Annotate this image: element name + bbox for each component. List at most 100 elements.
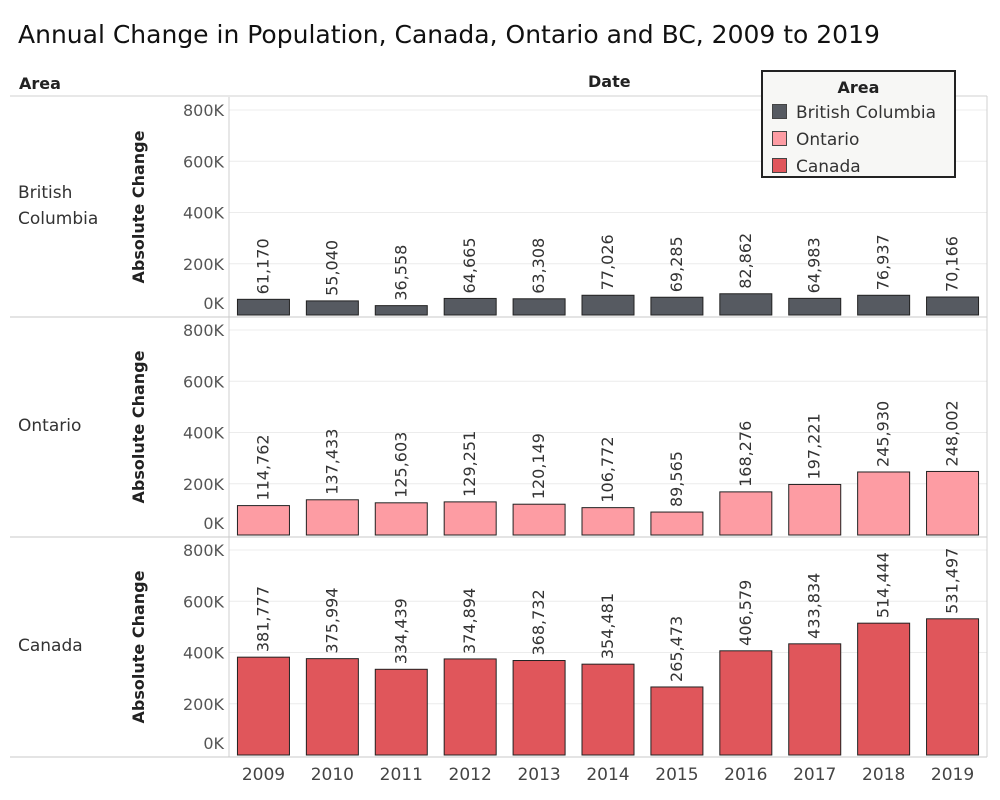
bar-british-columbia-2014 [581,294,635,316]
y-tick-label: 200K [183,695,225,714]
bar-ontario-2010 [305,499,359,536]
bar-canada-2014 [581,663,635,756]
bar-canada-2015 [650,686,704,756]
bar-ontario-2017 [788,483,842,536]
data-label: 433,834 [805,573,824,639]
area-header: Area [19,74,61,93]
data-label: 129,251 [460,431,479,497]
data-label: 70,166 [943,236,962,292]
legend-swatch [772,158,787,173]
bar-ontario-2015 [650,511,704,536]
bar-canada-2017 [788,643,842,756]
data-label: 368,732 [529,589,548,655]
data-label: 334,439 [391,598,410,664]
y-tick-label: 400K [183,424,225,443]
data-label: 197,221 [805,413,824,479]
bar-british-columbia-2017 [788,297,842,316]
legend-swatch [772,131,787,146]
bar-british-columbia-2018 [857,294,911,316]
x-tick-label: 2011 [380,765,423,785]
legend-item-ontario[interactable]: Ontario [772,130,859,150]
legend-item-canada[interactable]: Canada [772,157,861,177]
y-tick-label: 800K [183,541,225,560]
y-tick-label: 0K [203,734,224,753]
x-tick-label: 2012 [449,765,492,785]
x-tick-label: 2019 [931,765,974,785]
y-axis-title: Absolute Change [129,570,148,723]
bar-canada-2009 [236,656,290,756]
bar-ontario-2013 [512,503,566,536]
legend-swatch [772,104,787,119]
data-label: 63,308 [529,238,548,294]
y-tick-label: 600K [183,592,225,611]
y-tick-label: 400K [183,644,225,663]
data-label: 120,149 [529,433,548,499]
legend-label: British Columbia [796,103,937,123]
data-label: 125,603 [391,432,410,498]
y-tick-label: 0K [203,514,224,533]
bar-british-columbia-2016 [719,293,773,316]
data-label: 265,473 [667,616,686,682]
x-tick-label: 2009 [242,765,285,785]
data-label: 64,665 [460,237,479,293]
data-label: 375,994 [322,587,341,653]
y-tick-label: 400K [183,204,225,223]
data-label: 82,862 [736,233,755,289]
bar-ontario-2014 [581,507,635,536]
data-label: 69,285 [667,236,686,292]
data-label: 114,762 [253,434,272,500]
bar-canada-2010 [305,658,359,756]
legend-title: Area [837,78,880,97]
data-label: 374,894 [460,588,479,654]
date-header: Date [588,72,631,91]
data-label: 36,558 [391,245,410,301]
data-label: 354,481 [598,593,617,659]
x-tick-label: 2015 [655,765,698,785]
y-tick-label: 0K [203,294,224,313]
y-tick-label: 200K [183,255,225,274]
data-label: 381,777 [253,586,272,652]
x-tick-label: 2014 [586,765,629,785]
bar-canada-2012 [443,658,497,756]
chart-title: Annual Change in Population, Canada, Ont… [18,20,880,49]
bar-canada-2018 [857,622,911,756]
bar-ontario-2012 [443,501,497,536]
x-tick-label: 2018 [862,765,905,785]
row-label-ontario: Ontario [18,416,82,436]
data-label: 106,772 [598,436,617,502]
data-label: 55,040 [322,240,341,296]
bar-ontario-2019 [926,470,980,536]
y-tick-label: 600K [183,372,225,391]
legend-label: Canada [796,157,861,177]
bar-ontario-2016 [719,491,773,536]
data-label: 89,565 [667,451,686,507]
bar-british-columbia-2009 [236,298,290,316]
data-label: 137,433 [322,429,341,495]
bar-canada-2011 [374,668,428,756]
bar-british-columbia-2015 [650,296,704,316]
legend-item-british-columbia[interactable]: British Columbia [772,103,936,123]
data-label: 514,444 [874,552,893,618]
bar-canada-2016 [719,650,773,756]
y-tick-label: 200K [183,475,225,494]
bar-british-columbia-2010 [305,300,359,316]
row-label-canada: Canada [18,636,83,656]
legend-label: Ontario [796,130,860,150]
data-label: 245,930 [874,401,893,467]
y-tick-label: 800K [183,101,225,120]
data-label: 77,026 [598,234,617,290]
y-tick-label: 800K [183,321,225,340]
bar-british-columbia-2011 [374,305,428,316]
bar-canada-2019 [926,618,980,756]
bar-ontario-2018 [857,471,911,536]
data-label: 76,937 [874,234,893,290]
y-tick-label: 600K [183,152,225,171]
data-label: 61,170 [253,238,272,294]
data-label: 64,983 [805,237,824,293]
legend: Area British Columbia Ontario Canada [761,70,956,178]
row-label-british-columbia: British Columbia [18,183,99,229]
x-tick-label: 2017 [793,765,836,785]
bar-ontario-2011 [374,502,428,536]
data-label: 248,002 [943,400,962,466]
